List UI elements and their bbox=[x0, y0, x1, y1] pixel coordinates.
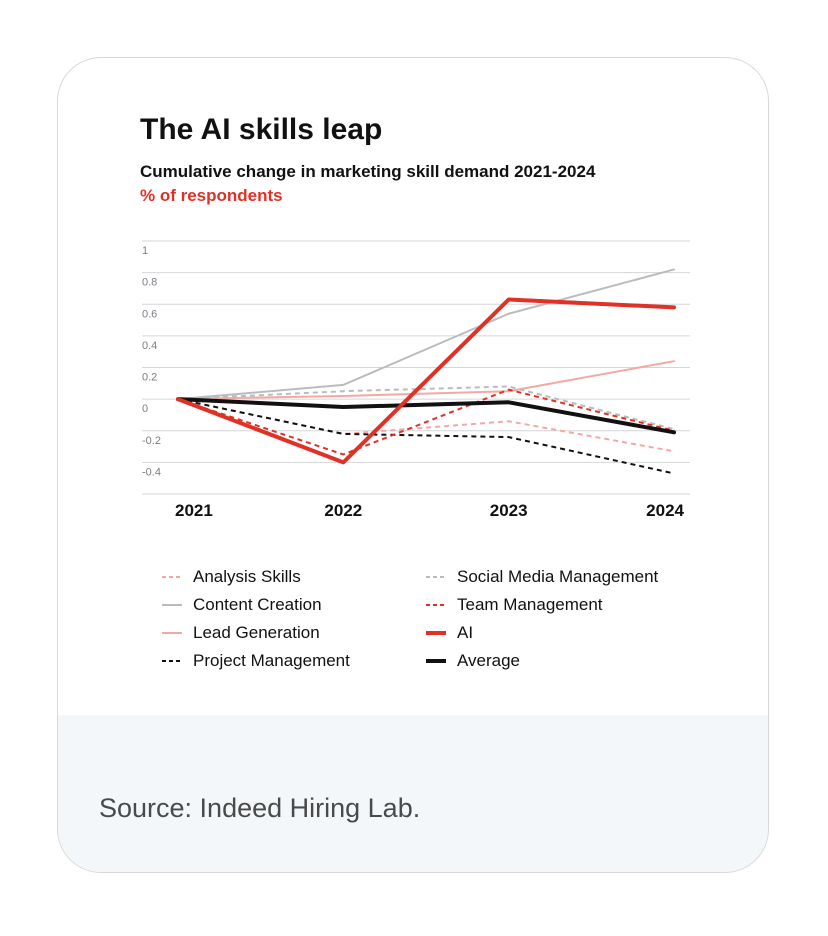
x-tick-label: 2021 bbox=[175, 501, 213, 520]
legend-swatch bbox=[426, 604, 446, 606]
legend-label: Content Creation bbox=[193, 595, 322, 614]
y-tick-label: 1 bbox=[142, 245, 148, 257]
series-line-lead-generation bbox=[177, 360, 675, 401]
legend-item-lead-generation: Lead Generation bbox=[161, 622, 320, 644]
y-tick-label: 0.6 bbox=[142, 308, 157, 320]
legend-item-social-media-management: Social Media Management bbox=[425, 566, 658, 588]
chart-legend: Analysis Skills Content Creation Lead Gene… bbox=[161, 566, 701, 686]
series-line-average bbox=[176, 397, 676, 435]
legend-item-analysis-skills: Analysis Skills bbox=[161, 566, 301, 588]
series-line-social-media-management bbox=[177, 385, 675, 431]
unit-label: % of respondents bbox=[140, 186, 283, 205]
y-tick-label: 0.2 bbox=[142, 372, 157, 384]
chart-title: The AI skills leap bbox=[140, 113, 383, 146]
series-line-analysis-skills bbox=[177, 398, 675, 453]
y-tick-label: 0.8 bbox=[142, 277, 157, 289]
legend-swatch bbox=[426, 631, 446, 635]
source-note: Source: Indeed Hiring Lab. bbox=[99, 793, 421, 823]
legend-label: Analysis Skills bbox=[193, 567, 301, 586]
x-tick-label: 2022 bbox=[324, 501, 362, 520]
series-line-content-creation bbox=[177, 268, 675, 401]
series-line-ai bbox=[176, 297, 676, 465]
legend-label: AI bbox=[457, 623, 474, 642]
legend-label: Project Management bbox=[193, 651, 350, 670]
chart-card: The AI skills leap Cumulative change in … bbox=[57, 57, 769, 873]
line-chart: 1 0.8 0.6 0.4 0.2 0 -0.2 -0.4 2021 2022 2023 2024 bbox=[142, 240, 690, 520]
series-line-project-management bbox=[177, 398, 675, 475]
legend-swatch bbox=[162, 604, 182, 606]
card-footer bbox=[58, 715, 768, 872]
legend-item-project-management: Project Management bbox=[161, 650, 350, 672]
legend-swatch bbox=[162, 576, 182, 578]
legend-swatch bbox=[162, 660, 182, 662]
legend-label: Lead Generation bbox=[193, 623, 320, 642]
series-line-team-management bbox=[177, 388, 675, 456]
legend-swatch bbox=[426, 576, 446, 578]
legend-label: Social Media Management bbox=[457, 567, 659, 586]
legend-item-content-creation: Content Creation bbox=[161, 594, 322, 616]
legend-label: Team Management bbox=[457, 595, 603, 614]
y-tick-label: 0.4 bbox=[142, 340, 157, 352]
legend-label: Average bbox=[457, 651, 521, 670]
x-tick-label: 2023 bbox=[490, 501, 528, 520]
y-tick-label: 0 bbox=[142, 403, 148, 415]
legend-swatch bbox=[426, 659, 446, 663]
legend-item-average: Average bbox=[425, 650, 520, 672]
legend-swatch bbox=[162, 632, 182, 634]
legend-item-team-management: Team Management bbox=[425, 594, 603, 616]
x-tick-label: 2024 bbox=[646, 501, 684, 520]
y-tick-label: -0.4 bbox=[142, 466, 161, 478]
legend-item-ai: AI bbox=[425, 622, 473, 644]
chart-subtitle: Cumulative change in marketing skill dem… bbox=[140, 162, 596, 181]
y-tick-label: -0.2 bbox=[142, 435, 161, 447]
